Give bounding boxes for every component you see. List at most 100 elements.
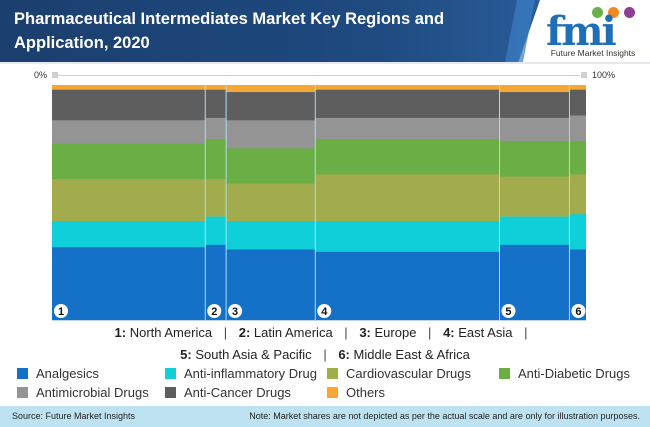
segment-others-south-asia-pacific	[499, 85, 570, 93]
x-axis-line	[56, 75, 580, 76]
legend-item-others: Others	[327, 383, 385, 401]
region-legend-item: 1: North America	[114, 325, 213, 340]
legend-swatch	[499, 367, 510, 379]
segment-cardiovascular-drugs-south-asia-pacific	[499, 176, 570, 217]
legend-swatch	[327, 386, 338, 398]
region-legend-row-1: 1: North America | 2: Latin America | 3:…	[0, 322, 650, 344]
logo-dot-orange-icon	[608, 7, 619, 18]
header-divider	[0, 62, 650, 64]
x-axis-max-tick	[581, 72, 587, 78]
segment-anti-cancer-drugs-europe	[226, 92, 316, 121]
region-badge-4	[317, 304, 332, 318]
segment-anti-inflammatory-drug-latin-america	[205, 216, 227, 246]
region-legend: 1: North America | 2: Latin America | 3:…	[0, 322, 650, 366]
footer: Source: Future Market Insights Note: Mar…	[0, 406, 650, 427]
segment-anti-inflammatory-drug-east-asia	[315, 221, 500, 253]
chart-title: Pharmaceutical Intermediates Market Key …	[14, 10, 445, 52]
region-badge-label: 6	[575, 306, 581, 318]
legend-item-anti-cancer-drugs: Anti-Cancer Drugs	[165, 383, 291, 401]
region-legend-item: 6: Middle East & Africa	[338, 347, 470, 362]
source-text: Source: Future Market Insights	[12, 411, 136, 421]
legend-swatch	[327, 367, 338, 379]
region-separator: |	[323, 347, 327, 362]
legend-item-anti-inflammatory-drug: Anti-inflammatory Drug	[165, 364, 317, 382]
segment-antimicrobial-drugs-middle-east-africa	[569, 115, 586, 142]
legend-label: Antimicrobial Drugs	[36, 384, 149, 400]
segment-anti-diabetic-drugs-south-asia-pacific	[499, 141, 570, 177]
legend-label: Analgesics	[36, 365, 99, 381]
legend-item-analgesics: Analgesics	[17, 364, 99, 382]
region-separator: |	[344, 325, 348, 340]
segment-anti-inflammatory-drug-europe	[226, 221, 316, 250]
segment-anti-cancer-drugs-middle-east-africa	[569, 89, 586, 116]
region-badge-1	[54, 304, 68, 318]
segment-anti-cancer-drugs-south-asia-pacific	[499, 92, 570, 119]
segment-anti-cancer-drugs-north-america	[52, 89, 206, 121]
segment-analgesics-middle-east-africa	[569, 249, 586, 321]
legend-item-anti-diabetic-drugs: Anti-Diabetic Drugs	[499, 364, 630, 382]
region-badge-label: 5	[505, 306, 511, 318]
region-separator: |	[223, 325, 228, 340]
region-badge-5	[501, 304, 516, 318]
header-banner	[0, 0, 540, 62]
segment-analgesics-east-asia	[315, 251, 500, 321]
region-legend-item: 4: East Asia	[443, 325, 513, 340]
segment-antimicrobial-drugs-europe	[226, 120, 316, 149]
x-axis-min-label: 0%	[34, 70, 48, 80]
legend-item-antimicrobial-drugs: Antimicrobial Drugs	[17, 383, 149, 401]
region-badge-6	[571, 304, 586, 318]
note-text: Note: Market shares are not depicted as …	[249, 411, 640, 421]
segment-anti-inflammatory-drug-middle-east-africa	[569, 214, 586, 250]
region-badge-label: 4	[321, 306, 328, 318]
segment-anti-diabetic-drugs-europe	[226, 148, 316, 184]
segment-cardiovascular-drugs-north-america	[52, 179, 206, 222]
segment-antimicrobial-drugs-east-asia	[315, 117, 500, 140]
legend-label: Anti-Diabetic Drugs	[518, 365, 630, 381]
segment-antimicrobial-drugs-latin-america	[205, 117, 227, 140]
header: Pharmaceutical Intermediates Market Key …	[0, 0, 650, 62]
legend-label: Anti-inflammatory Drug	[184, 365, 317, 381]
region-badge-2	[207, 304, 222, 318]
segment-others-latin-america	[205, 85, 227, 90]
segment-analgesics-latin-america	[205, 244, 227, 321]
segment-anti-cancer-drugs-latin-america	[205, 89, 227, 119]
segment-cardiovascular-drugs-latin-america	[205, 179, 227, 217]
logo-dot-purple-icon	[624, 7, 635, 18]
legend-swatch	[17, 367, 28, 379]
region-badge-3	[228, 304, 243, 318]
legend-item-cardiovascular-drugs: Cardiovascular Drugs	[327, 364, 471, 382]
segment-anti-diabetic-drugs-north-america	[52, 143, 206, 180]
logo-subtitle: Future Market Insights	[550, 48, 636, 58]
logo-wordmark: fmi	[546, 8, 617, 55]
segment-anti-inflammatory-drug-south-asia-pacific	[499, 216, 570, 246]
segment-others-europe	[226, 85, 316, 93]
segment-anti-inflammatory-drug-north-america	[52, 221, 206, 248]
logo-dot-green-icon	[592, 7, 603, 18]
region-badge-label: 3	[232, 306, 238, 318]
region-legend-item: 3: Europe	[359, 325, 417, 340]
region-badge-label: 2	[211, 306, 217, 318]
segment-antimicrobial-drugs-north-america	[52, 120, 206, 145]
segment-others-east-asia	[315, 85, 500, 90]
marimekko-chart: 1 2 3 4 5 6	[52, 85, 586, 321]
region-legend-item: 2: Latin America	[238, 325, 333, 340]
segment-anti-cancer-drugs-east-asia	[315, 89, 500, 119]
region-separator: |	[428, 325, 432, 340]
segment-cardiovascular-drugs-middle-east-africa	[569, 174, 586, 215]
segment-antimicrobial-drugs-south-asia-pacific	[499, 117, 570, 142]
legend-label: Others	[346, 384, 386, 400]
segment-others-middle-east-africa	[569, 85, 586, 90]
segment-cardiovascular-drugs-europe	[226, 183, 316, 222]
segment-anti-diabetic-drugs-middle-east-africa	[569, 141, 586, 175]
x-axis-max-label: 100%	[592, 70, 616, 80]
segment-cardiovascular-drugs-east-asia	[315, 174, 500, 222]
region-legend-item: 5: South Asia & Pacific	[180, 347, 312, 362]
legend-label: Cardiovascular Drugs	[346, 365, 471, 381]
segment-anti-diabetic-drugs-latin-america	[205, 139, 227, 180]
region-separator: |	[524, 325, 528, 340]
region-badge-label: 1	[58, 306, 64, 318]
legend-swatch	[165, 386, 176, 398]
segment-analgesics-north-america	[52, 247, 206, 321]
x-axis-min-tick	[52, 72, 58, 78]
region-legend-row-2: 5: South Asia & Pacific | 6: Middle East…	[0, 344, 650, 366]
